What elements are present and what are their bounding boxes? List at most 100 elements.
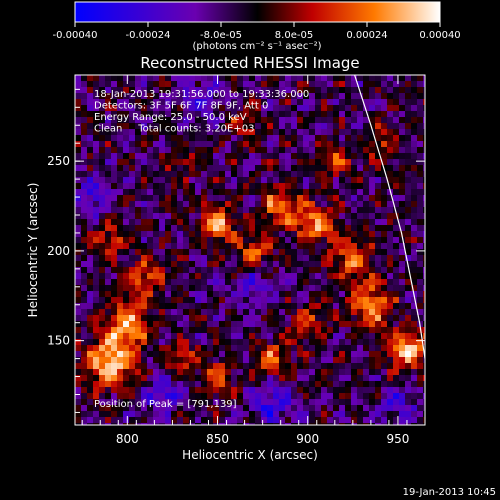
heatmap-cell (273, 123, 280, 130)
heatmap-cell (159, 405, 166, 412)
heatmap-cell (243, 183, 250, 190)
heatmap-cell (411, 339, 418, 346)
heatmap-cell (255, 207, 262, 214)
heatmap-cell (189, 81, 196, 88)
heatmap-cell (267, 201, 274, 208)
heatmap-cell (177, 141, 184, 148)
heatmap-cell (153, 303, 160, 310)
heatmap-cell (399, 309, 406, 316)
heatmap-cell (357, 255, 364, 262)
heatmap-cell (315, 381, 322, 388)
heatmap-cell (249, 123, 256, 130)
heatmap-cell (105, 219, 112, 226)
heatmap-cell (123, 123, 130, 130)
heatmap-cell (393, 255, 400, 262)
heatmap-cell (189, 279, 196, 286)
heatmap-cell (267, 87, 274, 94)
heatmap-cell (231, 237, 238, 244)
heatmap-cell (249, 279, 256, 286)
heatmap-cell (225, 267, 232, 274)
heatmap-cell (333, 111, 340, 118)
heatmap-cell (141, 183, 148, 190)
heatmap-cell (399, 183, 406, 190)
heatmap-cell (273, 135, 280, 142)
heatmap-cell (387, 351, 394, 358)
heatmap-cell (321, 189, 328, 196)
heatmap-cell (231, 393, 238, 400)
heatmap-cell (363, 351, 370, 358)
heatmap-cell (417, 195, 424, 202)
heatmap-cell (99, 225, 106, 232)
heatmap-cell (243, 369, 250, 376)
heatmap-cell (231, 357, 238, 364)
heatmap-cell (255, 315, 262, 322)
heatmap-cell (357, 285, 364, 292)
heatmap-cell (387, 123, 394, 130)
heatmap-cell (393, 339, 400, 346)
heatmap-cell (261, 345, 268, 352)
heatmap-cell (111, 159, 118, 166)
heatmap-cell (333, 267, 340, 274)
heatmap-cell (399, 291, 406, 298)
heatmap-cell (393, 405, 400, 412)
heatmap-cell (243, 321, 250, 328)
heatmap-cell (159, 111, 166, 118)
heatmap-cell (171, 399, 178, 406)
heatmap-cell (297, 261, 304, 268)
heatmap-cell (309, 381, 316, 388)
heatmap-cell (117, 411, 124, 418)
heatmap-cell (333, 387, 340, 394)
heatmap-cell (297, 153, 304, 160)
heatmap-cell (273, 351, 280, 358)
heatmap-cell (81, 369, 88, 376)
heatmap-cell (129, 171, 136, 178)
heatmap-cell (273, 201, 280, 208)
heatmap-cell (291, 117, 298, 124)
heatmap-cell (135, 153, 142, 160)
heatmap-cell (273, 333, 280, 340)
heatmap-cell (99, 189, 106, 196)
heatmap-cell (297, 357, 304, 364)
heatmap-cell (177, 345, 184, 352)
heatmap-cell (105, 105, 112, 112)
heatmap-cell (165, 327, 172, 334)
heatmap-cell (93, 135, 100, 142)
heatmap-cell (165, 147, 172, 154)
heatmap-cell (207, 129, 214, 136)
heatmap-cell (213, 231, 220, 238)
heatmap-cell (393, 141, 400, 148)
heatmap-cell (243, 93, 250, 100)
heatmap-cell (195, 399, 202, 406)
heatmap-cell (273, 357, 280, 364)
heatmap-cell (159, 417, 166, 424)
heatmap-cell (375, 129, 382, 136)
heatmap-cell (129, 261, 136, 268)
heatmap-cell (75, 207, 82, 214)
heatmap-cell (117, 231, 124, 238)
heatmap-cell (189, 165, 196, 172)
heatmap-cell (243, 411, 250, 418)
heatmap-cell (105, 315, 112, 322)
heatmap-cell (219, 273, 226, 280)
heatmap-cell (141, 321, 148, 328)
heatmap-cell (225, 153, 232, 160)
heatmap-cell (357, 93, 364, 100)
heatmap-cell (111, 183, 118, 190)
heatmap-cell (327, 303, 334, 310)
heatmap-cell (213, 375, 220, 382)
heatmap-cell (153, 363, 160, 370)
heatmap-cell (327, 129, 334, 136)
heatmap-cell (219, 279, 226, 286)
heatmap-cell (135, 123, 142, 130)
heatmap-cell (297, 333, 304, 340)
heatmap-cell (261, 207, 268, 214)
heatmap-cell (369, 345, 376, 352)
heatmap-cell (237, 393, 244, 400)
heatmap-cell (99, 369, 106, 376)
heatmap-cell (345, 261, 352, 268)
heatmap-cell (309, 183, 316, 190)
heatmap-cell (321, 123, 328, 130)
heatmap-cell (261, 75, 268, 82)
heatmap-cell (99, 99, 106, 106)
